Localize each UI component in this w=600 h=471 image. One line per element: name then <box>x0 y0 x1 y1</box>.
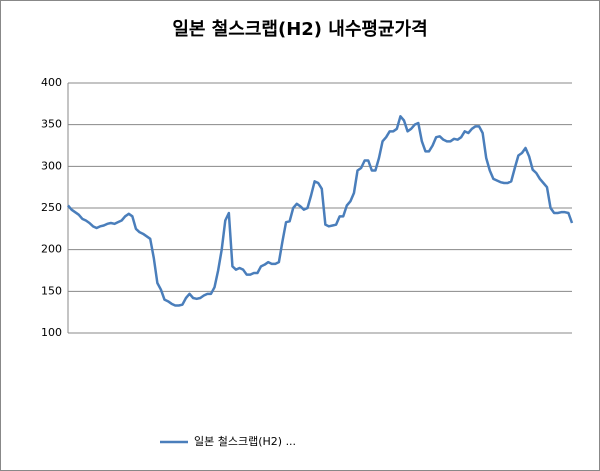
y-tick-label: 350 <box>41 118 62 131</box>
y-tick-label: 250 <box>41 201 62 214</box>
y-tick-label: 100 <box>41 326 62 339</box>
y-tick-label: 300 <box>41 159 62 172</box>
y-tick-label: 150 <box>41 284 62 297</box>
legend-label: 일본 철스크랩(H2) ... <box>194 434 296 448</box>
chart-title: 일본 철스크랩(H2) 내수평균가격 <box>172 19 427 40</box>
y-tick-label: 400 <box>41 76 62 89</box>
y-tick-label: 200 <box>41 243 62 256</box>
data-line <box>67 115 574 307</box>
